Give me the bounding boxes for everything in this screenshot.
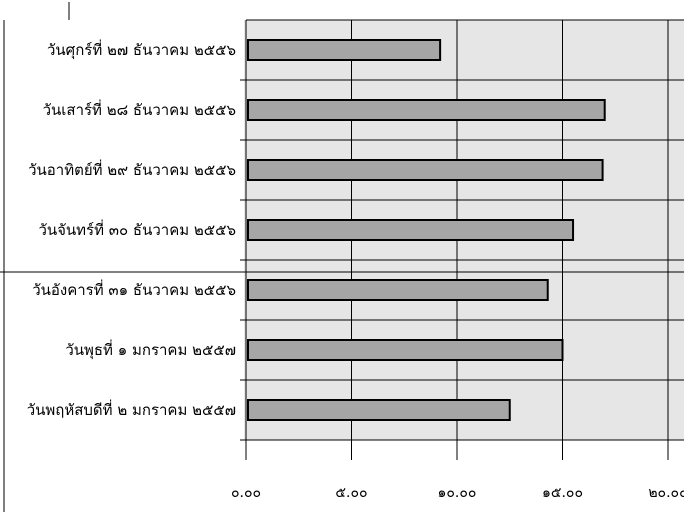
bar (248, 220, 573, 240)
x-tick-label: ๑๐.๐๐ (438, 485, 477, 501)
category-label: วันเสาร์ที่ ๒๘ ธันวาคม ๒๕๕๖ (43, 99, 236, 119)
category-label: วันพุธที่ ๑ มกราคม ๒๕๕๗ (65, 339, 236, 360)
category-label: วันอังคารที่ ๓๑ ธันวาคม ๒๕๕๖ (32, 279, 236, 299)
bar (248, 340, 563, 360)
category-label: วันอาทิตย์ที่ ๒๙ ธันวาคม ๒๕๕๖ (28, 159, 236, 179)
category-label: วันจันทร์ที่ ๓๐ ธันวาคม ๒๕๕๖ (38, 219, 236, 239)
category-label: วันพฤหัสบดีที่ ๒ มกราคม ๒๕๕๗ (27, 399, 236, 419)
x-tick-label: ๒๐.๐๐ (648, 485, 684, 501)
x-tick-label: ๐.๐๐ (231, 485, 261, 501)
category-label: วันศุกร์ที่ ๒๗ ธันวาคม ๒๕๕๖ (47, 39, 236, 60)
bar (248, 160, 603, 180)
x-tick-label: ๑๕.๐๐ (542, 485, 583, 501)
x-tick-label: ๕.๐๐ (335, 485, 367, 501)
bar (248, 100, 605, 120)
bar (248, 400, 510, 420)
x-tick-labels: ๐.๐๐ ๕.๐๐ ๑๐.๐๐ ๑๕.๐๐ ๒๐.๐๐ (231, 485, 684, 501)
bar (248, 40, 440, 60)
bar (248, 280, 548, 300)
